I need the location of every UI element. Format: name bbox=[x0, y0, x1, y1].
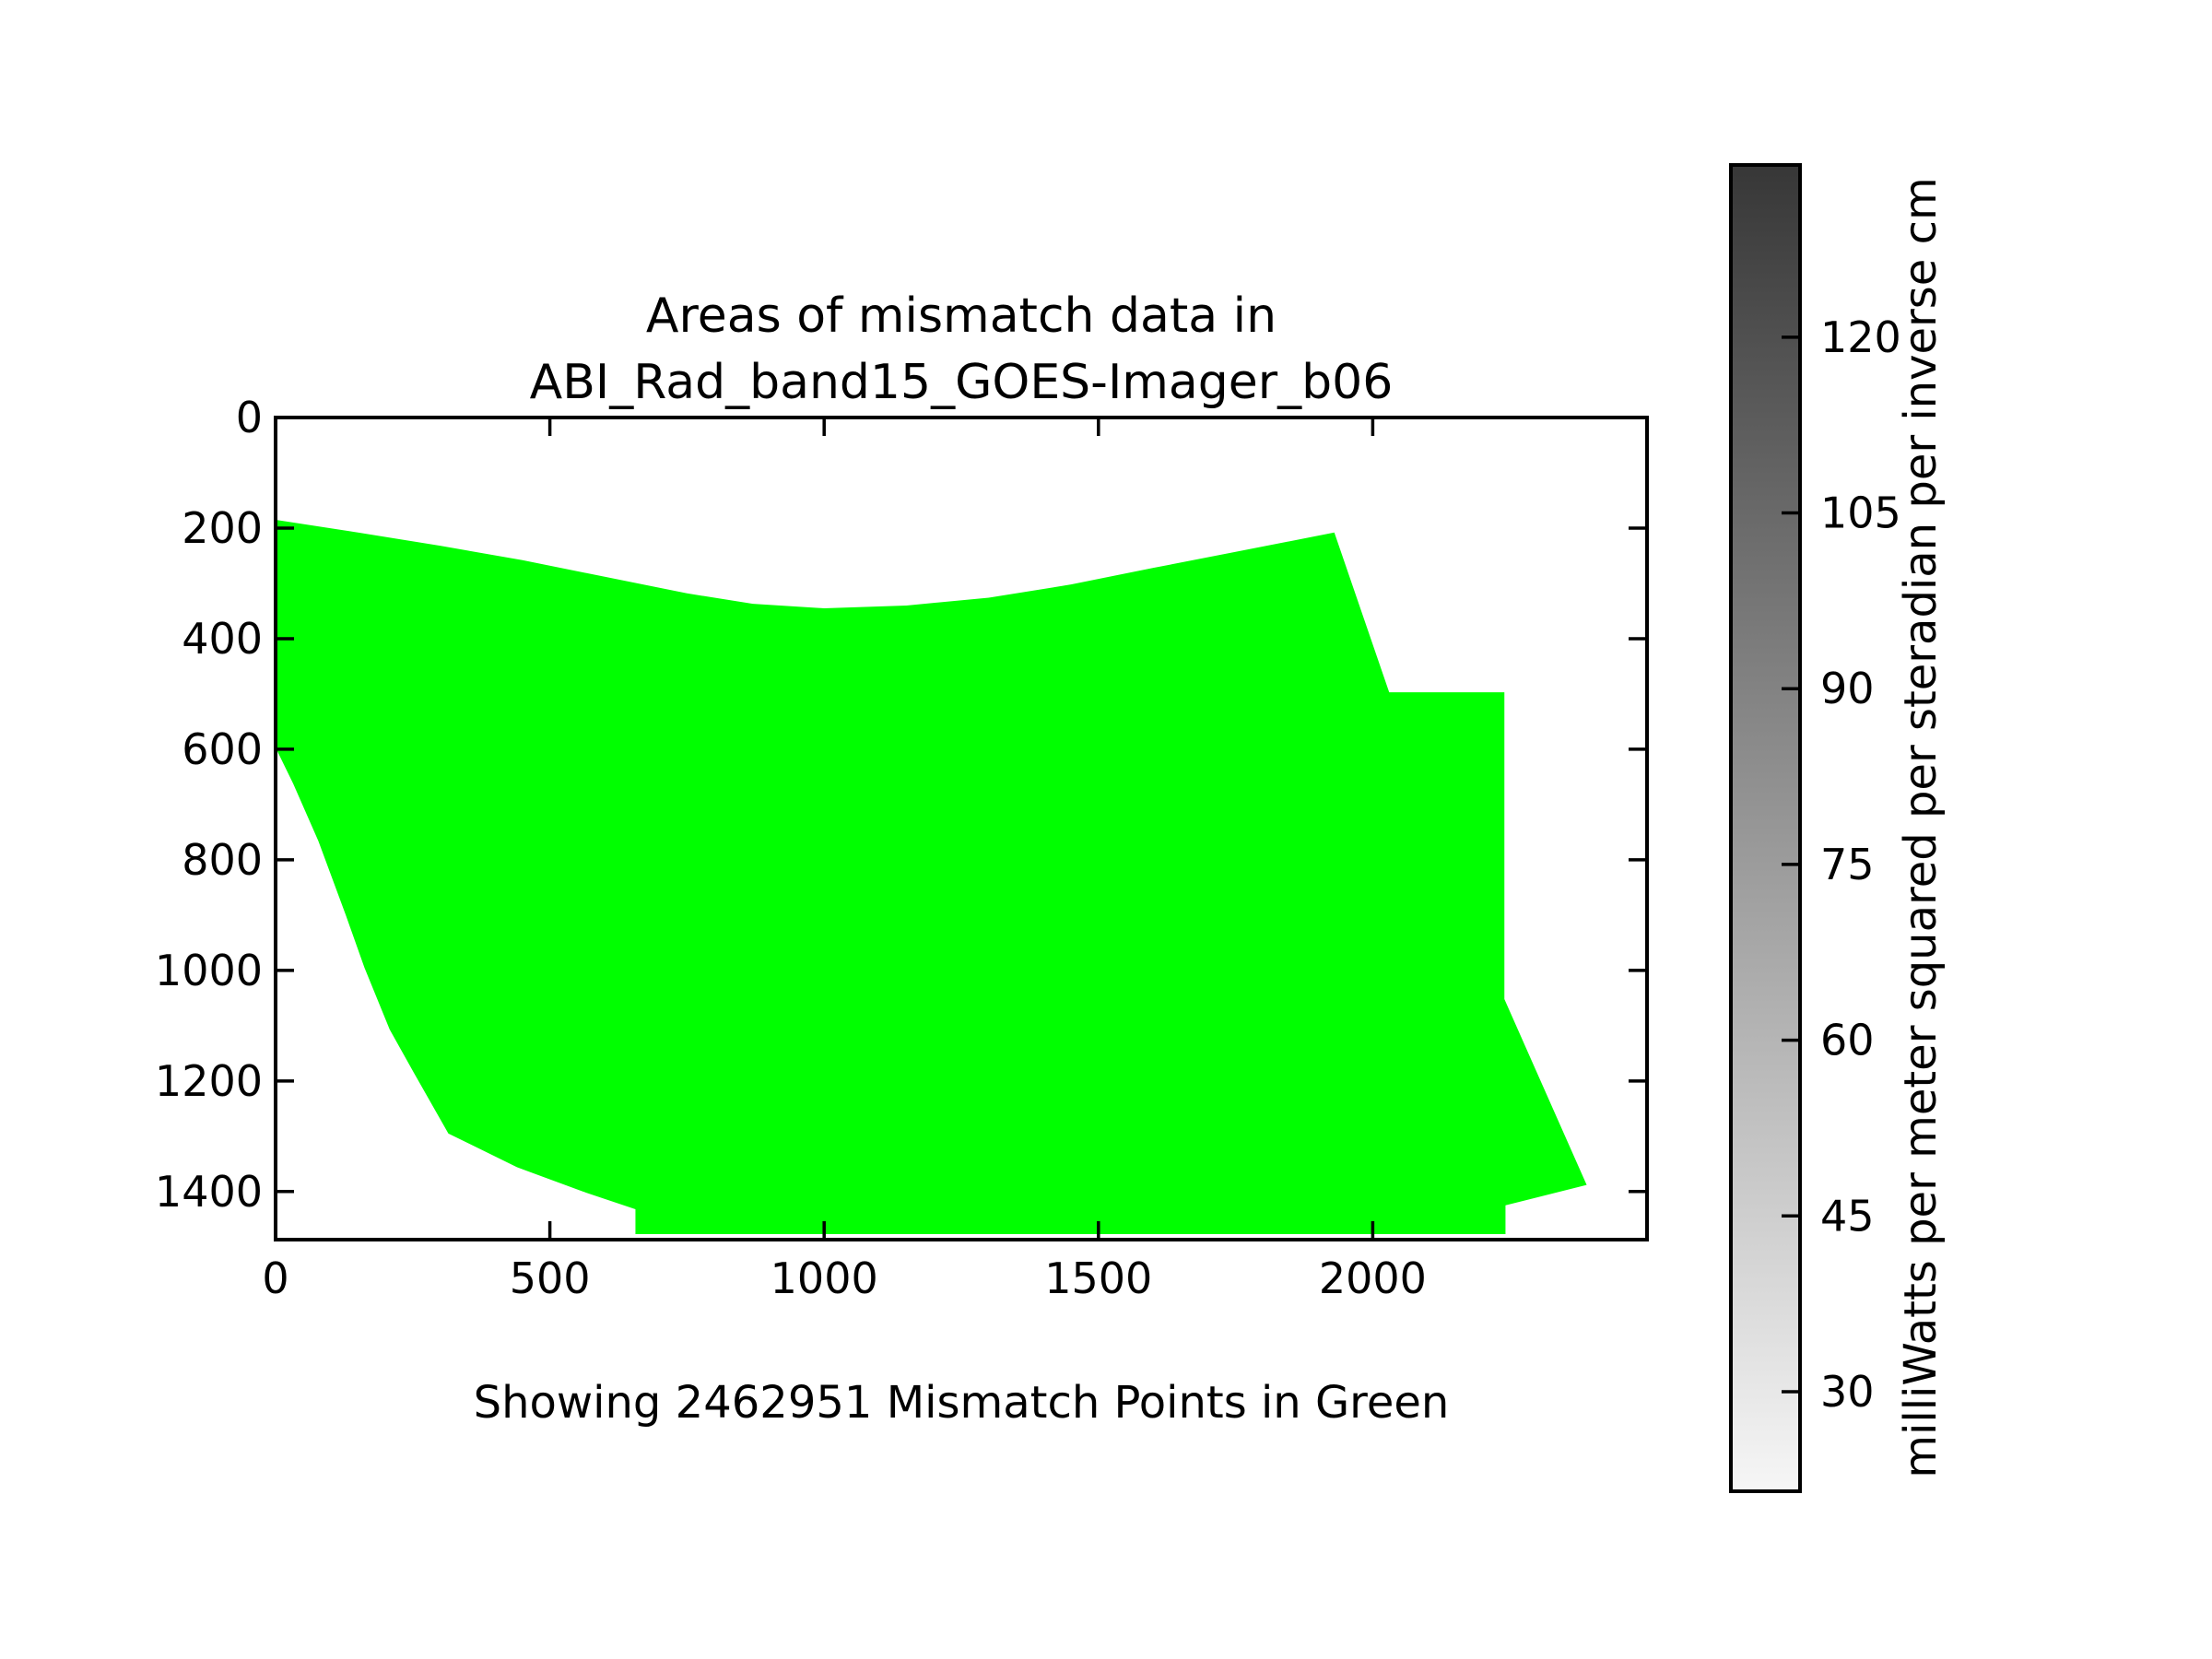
y-tick-label: 600 bbox=[182, 724, 263, 774]
y-tick-label: 1000 bbox=[155, 946, 263, 995]
x-tick-label: 1000 bbox=[771, 1253, 878, 1303]
y-tick-label: 1200 bbox=[155, 1056, 263, 1106]
chart-title-line1: Areas of mismatch data in bbox=[646, 288, 1277, 344]
y-tick-label: 1400 bbox=[155, 1167, 263, 1217]
colorbar-tick-label: 45 bbox=[1820, 1191, 1875, 1241]
y-tick-label: 400 bbox=[182, 614, 263, 664]
y-tick-label: 0 bbox=[236, 393, 263, 442]
colorbar-ticks: 30 45 60 75 90 105 120 bbox=[1782, 312, 1901, 1417]
x-tick-label: 0 bbox=[262, 1253, 288, 1303]
chart-caption: Showing 2462951 Mismatch Points in Green bbox=[474, 1377, 1450, 1429]
colorbar-tick-label: 75 bbox=[1820, 840, 1875, 889]
colorbar-tick-label: 30 bbox=[1820, 1367, 1875, 1417]
y-tick-label: 800 bbox=[182, 835, 263, 885]
chart-title-line2: ABI_Rad_band15_GOES-Imager_b06 bbox=[530, 355, 1394, 410]
colorbar-frame bbox=[1729, 163, 1802, 1493]
colorbar-axis-label: milliWatts per meter squared per steradi… bbox=[1895, 177, 1947, 1477]
x-tick-label: 1500 bbox=[1044, 1253, 1152, 1303]
colorbar-gradient bbox=[1731, 165, 1800, 1491]
colorbar-tick-label: 90 bbox=[1820, 664, 1875, 713]
axes-ticks: 0 500 1000 1500 2000 0 200 400 600 800 1000 1200 140… bbox=[155, 393, 1647, 1303]
plot-axes-frame bbox=[274, 416, 1649, 1241]
colorbar-tick-label: 120 bbox=[1820, 312, 1901, 362]
x-tick-label: 500 bbox=[510, 1253, 591, 1303]
colorbar-tick-label: 60 bbox=[1820, 1016, 1875, 1065]
y-tick-label: 200 bbox=[182, 503, 263, 553]
mismatch-region bbox=[276, 519, 1587, 1235]
x-tick-label: 2000 bbox=[1319, 1253, 1427, 1303]
colorbar-tick-label: 105 bbox=[1820, 488, 1901, 538]
